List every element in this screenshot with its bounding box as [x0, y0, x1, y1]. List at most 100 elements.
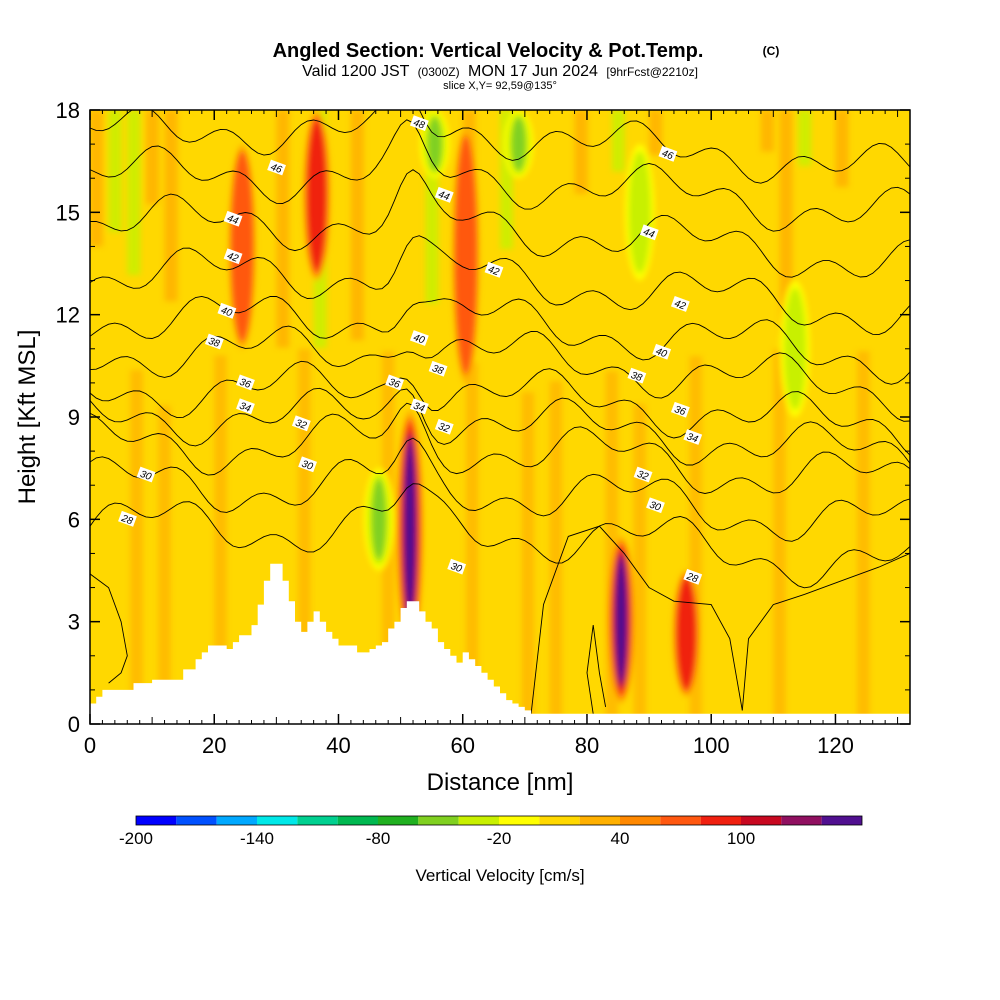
downdraft-cell: [427, 117, 442, 171]
colorbar-tick-label: -80: [366, 829, 391, 848]
contour-label-bg: [652, 343, 672, 360]
y-tick-label: 6: [68, 507, 80, 532]
colorbar-swatch: [499, 816, 540, 825]
contour-label: 42: [670, 296, 690, 313]
velocity-band: [127, 110, 141, 276]
contour-label-bg: [223, 248, 243, 265]
contour-label-text: 36: [387, 377, 402, 391]
velocity-band: [798, 110, 812, 167]
velocity-band: [649, 110, 663, 155]
theta-contour-line: [90, 387, 910, 466]
y-axis-title: Height [Kft MSL]: [14, 330, 41, 505]
y-tick-label: 0: [68, 712, 80, 737]
contour-label: 40: [409, 330, 429, 347]
contour-label-text: 30: [449, 561, 464, 575]
velocity-band: [835, 110, 849, 188]
velocity-band: [465, 362, 479, 724]
contour-label-text: 32: [294, 418, 309, 432]
contour-label-bg: [136, 466, 156, 483]
contour-label-bg: [447, 558, 467, 575]
colorbar-swatch: [378, 816, 419, 825]
updraft-cell: [230, 150, 254, 343]
velocity-band: [611, 110, 625, 172]
contour-label-bg: [385, 374, 404, 391]
colorbar-tick-label: -200: [119, 829, 153, 848]
contour-label: 38: [204, 333, 224, 350]
theta-contour-line: [90, 402, 910, 494]
contour-label: 34: [683, 429, 703, 446]
theta-contour-line: [90, 325, 910, 422]
contour-label: 38: [627, 367, 647, 384]
contour-label: 40: [217, 302, 237, 319]
valid-date: MON 17 Jun 2024: [468, 63, 598, 80]
contour-label: 44: [639, 224, 659, 241]
velocity-band: [214, 355, 227, 724]
contour-label-bg: [409, 398, 429, 415]
contour-label-text: 44: [437, 189, 452, 203]
valid-time-line: Valid 1200 JST (0300Z) MON 17 Jun 2024 […: [302, 63, 698, 80]
velocity-band: [633, 404, 646, 724]
velocity-band: [108, 110, 122, 233]
velocity-band: [773, 349, 786, 724]
y-tick-label: 18: [56, 98, 80, 123]
colorbar-tick-label: 100: [727, 829, 755, 848]
contour-label: 46: [267, 159, 286, 176]
y-tick-label: 9: [68, 405, 80, 430]
contour-label: 44: [434, 186, 454, 203]
contour-label-text: 46: [660, 148, 675, 162]
contour-label: 40: [652, 343, 672, 360]
slice-info: slice X,Y= 92,59@135°: [443, 80, 557, 92]
valid-forecast: [9hrFcst@2210z]: [606, 65, 698, 79]
contour-label-text: 42: [486, 264, 501, 278]
colorbar-frame: [135, 815, 863, 826]
downdraft-cell: [628, 151, 651, 274]
y-tick-label: 12: [56, 303, 80, 328]
colorbar-swatch: [821, 816, 862, 825]
contour-label: 28: [118, 510, 137, 528]
copyright-mark: (C): [763, 44, 780, 58]
colorbar-tick-label: -20: [487, 829, 512, 848]
contour-label-text: 34: [412, 401, 427, 415]
contour-label-bg: [670, 401, 690, 418]
colorbar-swatch: [579, 816, 620, 825]
updraft-cell: [307, 120, 327, 270]
theta-contour-line: [90, 235, 910, 336]
contour-label-bg: [291, 415, 311, 432]
colorbar-swatch: [539, 816, 580, 825]
contour-label-text: 28: [119, 513, 135, 528]
contour-label-bg: [267, 159, 286, 176]
contour-label-bg: [409, 115, 429, 132]
contour-label-text: 48: [412, 117, 427, 131]
x-tick-label: 60: [450, 733, 474, 758]
contour-label: 34: [409, 398, 429, 415]
colorbar-swatch: [297, 816, 338, 825]
contour-label: 36: [670, 401, 690, 418]
colorbar-swatch: [257, 816, 298, 825]
contour-label-bg: [484, 261, 504, 278]
contour-label: 36: [385, 374, 404, 391]
contour-label-text: 36: [238, 377, 253, 391]
theta-contour-labels: 28 30 32 34 36 38 40 42 44 46 48 44 46 44 42 42 40 40 38 38…: [118, 115, 703, 585]
contour-label-bg: [204, 333, 224, 350]
contour-label-bg: [428, 360, 448, 377]
contour-label-text: 32: [437, 421, 452, 435]
contour-label-text: 32: [635, 469, 650, 483]
velocity-band: [574, 110, 588, 194]
colorbar-swatch: [418, 816, 459, 825]
x-tick-label: 80: [575, 733, 599, 758]
contour-label-text: 30: [138, 469, 153, 483]
velocity-band: [145, 110, 159, 205]
updraft-cell: [454, 135, 478, 375]
contour-label-text: 38: [207, 336, 222, 350]
colorbar-swatch: [741, 816, 782, 825]
theta-contour-line: [90, 360, 910, 456]
x-tick-label: 120: [817, 733, 854, 758]
contour-label-bg: [236, 374, 255, 391]
contour-label-bg: [434, 186, 454, 203]
contour-label-bg: [223, 210, 243, 227]
contour-label: 32: [633, 466, 653, 483]
contour-label-text: 36: [673, 404, 688, 418]
theta-contour-line: [741, 552, 910, 711]
